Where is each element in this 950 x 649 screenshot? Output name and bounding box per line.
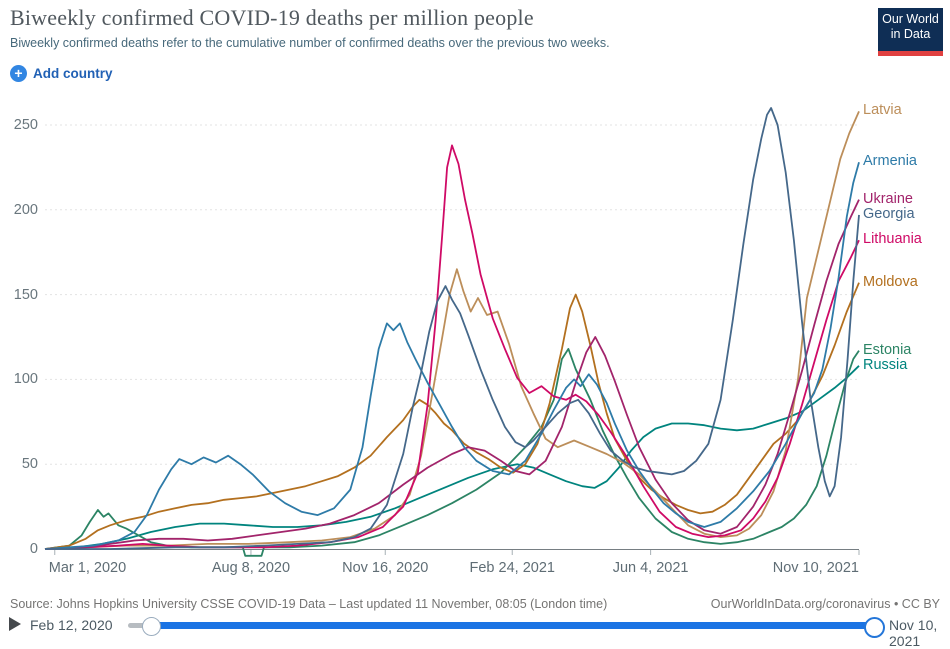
series-line-lithuania [44, 144, 860, 550]
timeline-handle-end[interactable] [864, 617, 885, 638]
owid-logo: Our World in Data [878, 8, 943, 56]
series-line-georgia [45, 107, 860, 550]
series-label-armenia[interactable]: Armenia [863, 153, 917, 170]
y-axis-tick-label: 100 [13, 371, 38, 388]
x-axis-tick-label: Jun 4, 2021 [612, 560, 689, 576]
timeline-prefix-track [128, 623, 152, 628]
source-note: Source: Johns Hopkins University CSSE CO… [10, 597, 608, 611]
series-line-moldova [44, 282, 860, 550]
y-axis-tick-label: 0 [29, 541, 38, 557]
y-axis-tick-label: 150 [13, 286, 38, 303]
timeline-handle-start[interactable] [142, 617, 161, 636]
add-country-button[interactable]: + Add country [10, 65, 113, 82]
series-label-lithuania[interactable]: Lithuania [863, 231, 922, 248]
y-axis-tick-label: 250 [13, 117, 38, 133]
x-axis-tick-label: Mar 1, 2020 [48, 560, 127, 576]
page-subtitle: Biweekly confirmed deaths refer to the c… [10, 36, 610, 50]
chart-canvas [44, 107, 860, 557]
series-label-latvia[interactable]: Latvia [863, 102, 902, 119]
x-axis-tick-label: Nov 10, 2021 [772, 560, 859, 576]
series-label-russia[interactable]: Russia [863, 356, 908, 373]
x-axis-tick-label: Nov 16, 2020 [342, 560, 429, 576]
license-note: OurWorldInData.org/coronavirus • CC BY [710, 597, 940, 611]
y-axis-tick-label: 200 [13, 201, 38, 218]
y-axis-tick-label: 50 [21, 456, 38, 473]
timeline-end-label: Nov 10, 2021 [889, 617, 938, 649]
owid-logo-line1: Our World [882, 12, 939, 26]
series-label-georgia[interactable]: Georgia [863, 205, 915, 222]
add-country-label: Add country [33, 66, 113, 81]
x-axis-tick-label: Aug 8, 2020 [211, 560, 291, 576]
series-line-latvia [44, 111, 860, 550]
series-label-moldova[interactable]: Moldova [863, 273, 918, 290]
page-title: Biweekly confirmed COVID-19 deaths per m… [10, 5, 534, 30]
owid-logo-line2: in Data [890, 27, 931, 41]
series-line-armenia [44, 162, 860, 550]
series-label-ukraine[interactable]: Ukraine [863, 190, 913, 207]
play-button[interactable] [9, 617, 21, 631]
timeline-start-label: Feb 12, 2020 [30, 617, 113, 633]
timeline-track[interactable] [150, 622, 873, 629]
series-line-ukraine [44, 199, 860, 550]
series-line-estonia [44, 347, 860, 557]
plus-circle-icon: + [10, 65, 27, 82]
x-axis-tick-label: Feb 24, 2021 [469, 560, 555, 576]
series-line-russia [44, 365, 860, 550]
series-label-estonia[interactable]: Estonia [863, 341, 912, 358]
